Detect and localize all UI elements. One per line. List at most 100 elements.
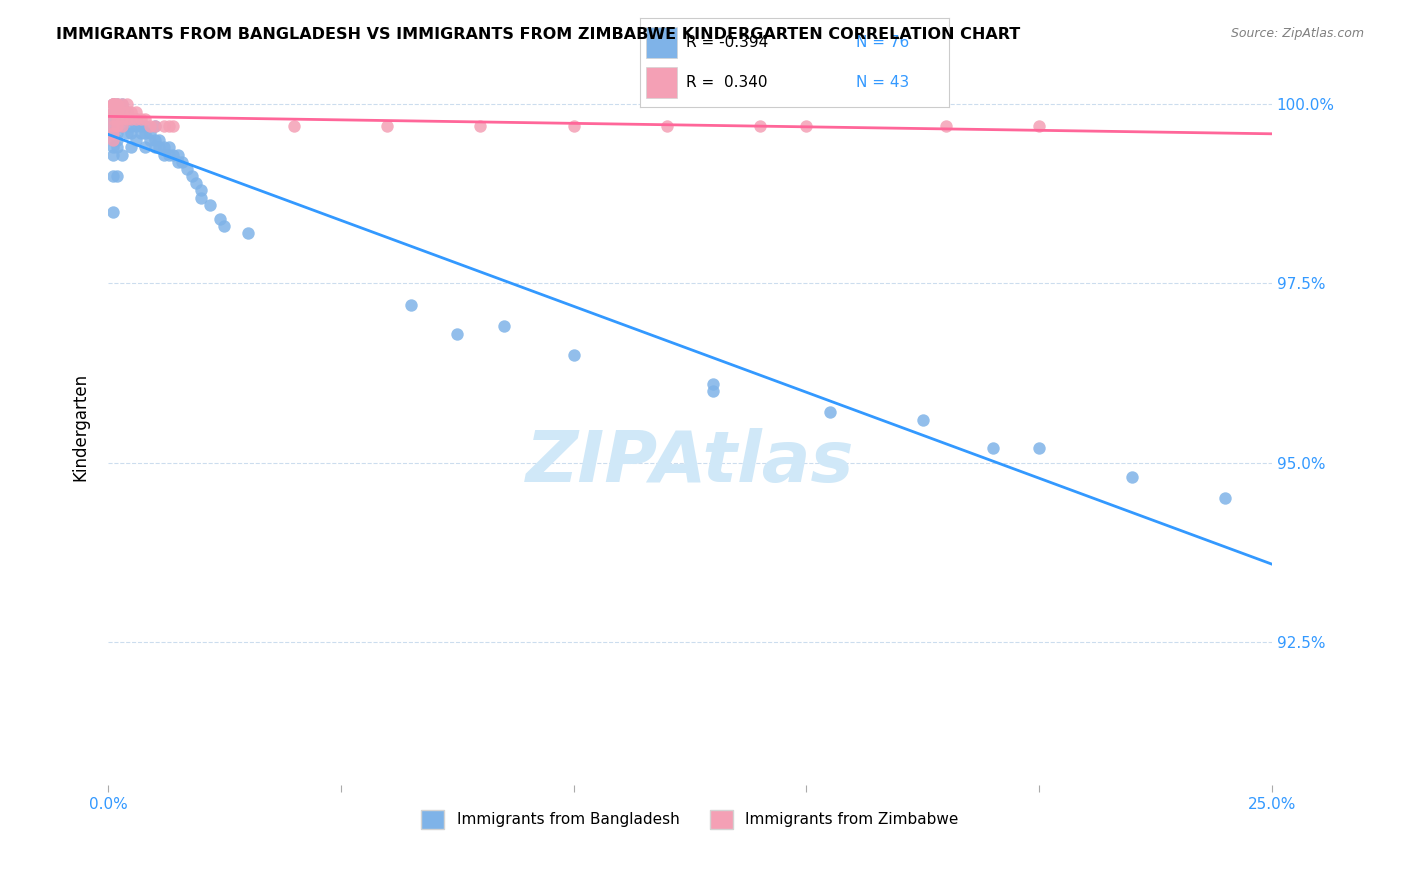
Point: [115, 97, 138, 112]
Point: [143, 119, 166, 133]
Point: [794, 119, 817, 133]
Point: [101, 97, 124, 112]
Point: [101, 104, 124, 119]
Point: [153, 147, 176, 161]
Point: [101, 104, 124, 119]
Y-axis label: Kindergarten: Kindergarten: [72, 373, 89, 481]
Point: [446, 326, 468, 341]
Point: [101, 147, 124, 161]
FancyBboxPatch shape: [645, 67, 676, 98]
Point: [101, 97, 124, 112]
Point: [101, 169, 124, 183]
Text: N = 76: N = 76: [856, 36, 910, 50]
Point: [101, 133, 124, 147]
Point: [120, 112, 142, 126]
Point: [148, 140, 170, 154]
Point: [981, 442, 1004, 456]
Point: [101, 112, 124, 126]
Point: [111, 104, 134, 119]
Point: [134, 126, 156, 140]
Point: [562, 119, 585, 133]
Point: [148, 133, 170, 147]
Text: IMMIGRANTS FROM BANGLADESH VS IMMIGRANTS FROM ZIMBABWE KINDERGARTEN CORRELATION : IMMIGRANTS FROM BANGLADESH VS IMMIGRANTS…: [56, 27, 1021, 42]
Point: [120, 104, 142, 119]
Point: [125, 112, 148, 126]
Point: [105, 133, 128, 147]
Point: [157, 140, 180, 154]
Point: [115, 112, 138, 126]
Point: [492, 319, 515, 334]
Point: [134, 119, 156, 133]
Point: [105, 97, 128, 112]
Point: [818, 405, 841, 419]
Point: [111, 112, 134, 126]
Point: [200, 197, 222, 211]
Point: [166, 147, 188, 161]
Point: [190, 190, 212, 204]
Point: [1028, 442, 1050, 456]
Point: [105, 104, 128, 119]
Point: [208, 212, 231, 227]
Point: [120, 119, 142, 133]
Point: [111, 119, 134, 133]
Point: [105, 112, 128, 126]
Point: [101, 140, 124, 154]
Point: [214, 219, 236, 234]
Point: [236, 227, 259, 241]
Text: R = -0.394: R = -0.394: [686, 36, 768, 50]
Point: [1028, 119, 1050, 133]
Point: [143, 133, 166, 147]
Text: R =  0.340: R = 0.340: [686, 76, 768, 90]
Point: [1121, 470, 1143, 484]
Point: [190, 183, 212, 197]
Point: [129, 112, 152, 126]
Point: [105, 97, 128, 112]
Point: [115, 104, 138, 119]
Text: Source: ZipAtlas.com: Source: ZipAtlas.com: [1230, 27, 1364, 40]
Point: [111, 112, 134, 126]
Point: [375, 119, 398, 133]
Point: [655, 119, 678, 133]
FancyBboxPatch shape: [645, 27, 676, 58]
Point: [125, 112, 148, 126]
Point: [153, 140, 176, 154]
Point: [186, 176, 208, 190]
Point: [176, 161, 198, 176]
Legend: Immigrants from Bangladesh, Immigrants from Zimbabwe: Immigrants from Bangladesh, Immigrants f…: [415, 804, 965, 835]
Point: [399, 298, 422, 312]
Point: [139, 119, 162, 133]
Point: [101, 97, 124, 112]
Point: [125, 104, 148, 119]
Point: [111, 97, 134, 112]
Point: [129, 119, 152, 133]
Point: [134, 140, 156, 154]
Point: [139, 126, 162, 140]
Point: [702, 376, 724, 391]
Point: [105, 112, 128, 126]
Point: [157, 147, 180, 161]
Point: [101, 104, 124, 119]
Point: [105, 169, 128, 183]
Point: [129, 126, 152, 140]
Point: [105, 140, 128, 154]
Point: [105, 126, 128, 140]
Point: [470, 119, 492, 133]
Point: [101, 204, 124, 219]
Text: ZIPAtlas: ZIPAtlas: [526, 428, 855, 497]
Point: [101, 97, 124, 112]
Point: [105, 104, 128, 119]
Point: [162, 147, 184, 161]
Point: [101, 112, 124, 126]
Point: [162, 119, 184, 133]
Point: [911, 412, 934, 426]
Point: [120, 126, 142, 140]
Point: [157, 119, 180, 133]
Point: [101, 126, 124, 140]
Point: [153, 119, 176, 133]
Point: [166, 154, 188, 169]
Point: [562, 348, 585, 362]
Point: [935, 119, 957, 133]
Point: [1215, 491, 1237, 506]
Point: [101, 126, 124, 140]
Point: [101, 119, 124, 133]
